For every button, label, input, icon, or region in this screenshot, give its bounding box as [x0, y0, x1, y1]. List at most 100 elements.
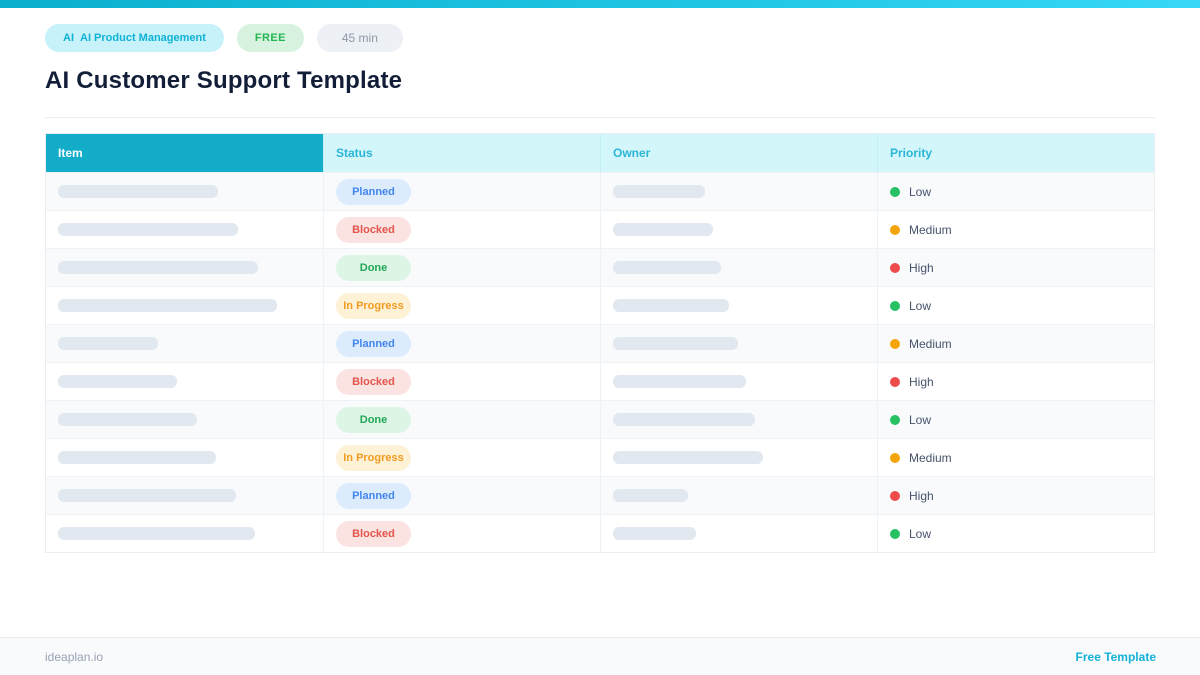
item-placeholder-bar [58, 261, 258, 274]
category-badge-label: AI Product Management [80, 32, 206, 44]
status-cell: Done [323, 401, 600, 438]
item-cell [46, 401, 323, 438]
status-badge: Blocked [336, 520, 411, 547]
status-badge: Planned [336, 482, 411, 509]
table-row: Blocked Low [46, 514, 1154, 552]
table-row: In Progress Medium [46, 438, 1154, 476]
owner-cell [600, 363, 877, 400]
item-placeholder-bar [58, 413, 197, 426]
table-body: Planned Low Blocked Medium Done [46, 172, 1154, 552]
owner-placeholder-bar [613, 223, 713, 236]
status-badge: Done [336, 406, 411, 433]
status-badge: In Progress [336, 292, 411, 319]
owner-placeholder-bar [613, 413, 755, 426]
item-placeholder-bar [58, 299, 277, 312]
item-placeholder-bar [58, 337, 158, 350]
priority-dot [890, 490, 900, 501]
status-cell: In Progress [323, 287, 600, 324]
owner-cell [600, 439, 877, 476]
column-header-item: Item [46, 134, 323, 172]
owner-placeholder-bar [613, 375, 746, 388]
status-badge: In Progress [336, 444, 411, 471]
priority-cell: Medium [877, 439, 1154, 476]
footer: ideaplan.io Free Template [0, 637, 1200, 675]
status-cell: Planned [323, 325, 600, 362]
priority-label: Medium [909, 450, 952, 465]
priority-cell: High [877, 249, 1154, 286]
category-badge: AI AI Product Management [45, 24, 224, 52]
column-header-owner: Owner [600, 134, 877, 172]
owner-cell [600, 401, 877, 438]
top-accent-bar [0, 0, 1200, 8]
priority-label: Low [909, 184, 932, 199]
status-cell: Blocked [323, 515, 600, 552]
status-cell: Planned [323, 477, 600, 514]
status-badge: Done [336, 254, 411, 281]
column-header-priority: Priority [877, 134, 1154, 172]
status-cell: Blocked [323, 211, 600, 248]
priority-dot [890, 338, 900, 349]
owner-cell [600, 515, 877, 552]
priority-label: High [909, 374, 934, 389]
free-badge: FREE [236, 24, 304, 52]
table-header-row: Item Status Owner Priority [46, 134, 1154, 172]
owner-placeholder-bar [613, 185, 705, 198]
priority-label: Low [909, 412, 932, 427]
item-cell [46, 287, 323, 324]
badge-row: AI AI Product Management FREE 45 min [45, 24, 1155, 52]
item-placeholder-bar [58, 527, 255, 540]
status-badge: Blocked [336, 216, 411, 243]
priority-dot [890, 300, 900, 311]
priority-cell: High [877, 363, 1154, 400]
table-row: Done High [46, 248, 1154, 286]
table-row: In Progress Low [46, 286, 1154, 324]
item-cell [46, 249, 323, 286]
free-template-link[interactable]: Free Template [1075, 649, 1156, 664]
priority-cell: Low [877, 515, 1154, 552]
priority-cell: High [877, 477, 1154, 514]
priority-dot [890, 452, 900, 463]
item-placeholder-bar [58, 375, 177, 388]
item-cell [46, 477, 323, 514]
priority-dot [890, 224, 900, 235]
category-badge-prefix: AI [63, 32, 74, 44]
status-cell: Blocked [323, 363, 600, 400]
priority-cell: Low [877, 401, 1154, 438]
table-row: Planned Low [46, 172, 1154, 210]
owner-placeholder-bar [613, 261, 721, 274]
owner-placeholder-bar [613, 489, 688, 502]
item-cell [46, 515, 323, 552]
status-cell: In Progress [323, 439, 600, 476]
priority-label: Medium [909, 222, 952, 237]
priority-cell: Low [877, 287, 1154, 324]
owner-cell [600, 325, 877, 362]
owner-placeholder-bar [613, 527, 696, 540]
status-badge: Planned [336, 330, 411, 357]
table-row: Planned High [46, 476, 1154, 514]
status-cell: Planned [323, 173, 600, 210]
template-table: Item Status Owner Priority Planned Low B… [45, 133, 1155, 553]
item-cell [46, 439, 323, 476]
owner-cell [600, 211, 877, 248]
duration-badge: 45 min [316, 24, 403, 52]
priority-dot [890, 528, 900, 539]
owner-cell [600, 477, 877, 514]
item-cell [46, 325, 323, 362]
priority-cell: Medium [877, 211, 1154, 248]
title-divider [45, 117, 1155, 118]
status-cell: Done [323, 249, 600, 286]
item-placeholder-bar [58, 489, 236, 502]
page-content: AI AI Product Management FREE 45 min AI … [0, 8, 1200, 553]
item-placeholder-bar [58, 185, 218, 198]
item-placeholder-bar [58, 451, 216, 464]
footer-brand: ideaplan.io [45, 649, 104, 664]
item-placeholder-bar [58, 223, 238, 236]
page-title: AI Customer Support Template [45, 67, 403, 94]
owner-placeholder-bar [613, 337, 738, 350]
table-row: Blocked High [46, 362, 1154, 400]
priority-label: Low [909, 298, 932, 313]
priority-dot [890, 262, 900, 273]
priority-label: High [909, 260, 934, 275]
owner-placeholder-bar [613, 451, 763, 464]
priority-dot [890, 376, 900, 387]
